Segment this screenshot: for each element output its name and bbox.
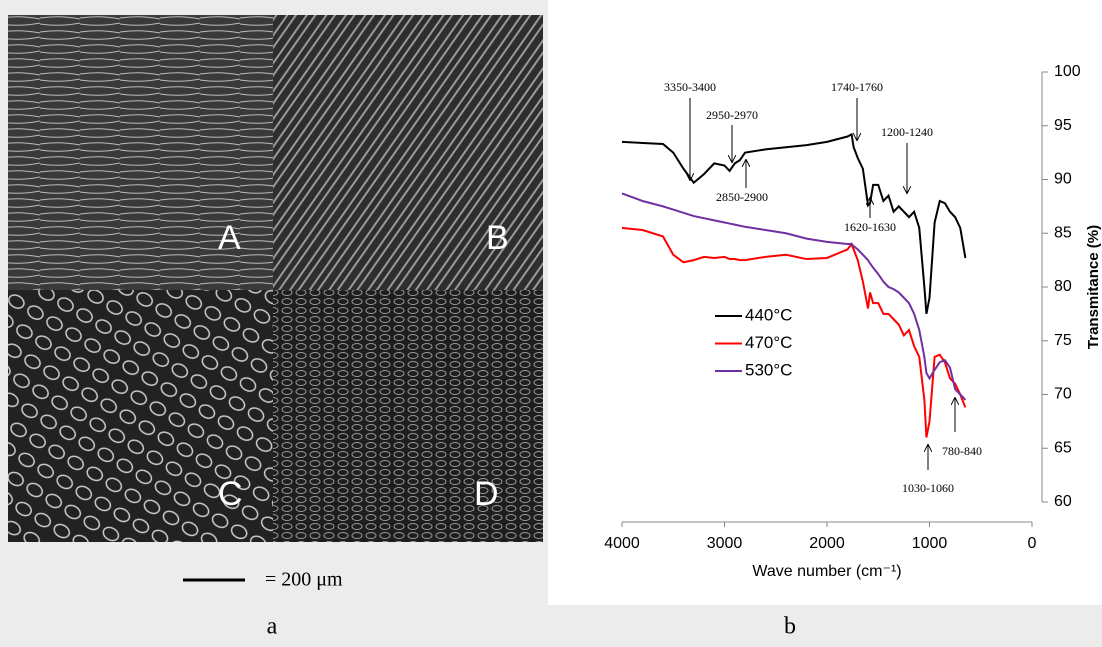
x-tick-label: 2000: [809, 535, 845, 552]
y-tick-label: 90: [1054, 171, 1072, 188]
annotation: 3350-3400: [664, 80, 716, 94]
y-tick-label: 60: [1054, 493, 1072, 510]
annotation: 1740-1760: [831, 80, 883, 94]
panel-label: C: [218, 475, 243, 513]
scale-bar-label: = 200 μm: [265, 569, 343, 591]
sem-image: [273, 15, 543, 290]
panel-caption: a: [267, 614, 278, 640]
annotation: 2850-2900: [716, 190, 768, 204]
legend-label: 470°C: [745, 333, 792, 352]
annotation: 1620-1630: [844, 220, 896, 234]
series-line: [621, 226, 967, 438]
series-line: [621, 192, 967, 401]
x-axis-title: Wave number (cm⁻¹): [752, 563, 901, 580]
y-tick-label: 95: [1054, 117, 1072, 134]
y-tick-label: 80: [1054, 278, 1072, 295]
panel-labels: A B C D: [218, 219, 509, 513]
x-tick-label: 3000: [707, 535, 743, 552]
sem-image: [8, 290, 273, 542]
y-tick-label: 100: [1054, 63, 1081, 80]
panel-caption: b: [784, 614, 796, 640]
y-tick-label: 85: [1054, 224, 1072, 241]
chart-background: [548, 0, 1102, 605]
annotation: 1200-1240: [881, 125, 933, 139]
annotation: 1030-1060: [902, 481, 954, 495]
annotation: 780-840: [942, 444, 982, 458]
series-line: [621, 132, 967, 315]
y-tick-label: 70: [1054, 386, 1072, 403]
sem-image: [8, 15, 273, 290]
panel-label: A: [218, 219, 241, 257]
y-tick-label: 75: [1054, 332, 1072, 349]
panel-label: D: [474, 475, 499, 513]
legend-label: 440°C: [745, 305, 792, 324]
x-tick-label: 4000: [604, 535, 640, 552]
y-tick-label: 65: [1054, 439, 1072, 456]
panel-label: B: [486, 219, 509, 257]
legend-label: 530°C: [745, 360, 792, 379]
x-tick-label: 0: [1028, 535, 1037, 552]
sem-image: [273, 290, 543, 542]
y-axis-title: Transmitance (%): [1085, 225, 1102, 349]
annotation: 2950-2970: [706, 108, 758, 122]
x-tick-label: 1000: [912, 535, 948, 552]
